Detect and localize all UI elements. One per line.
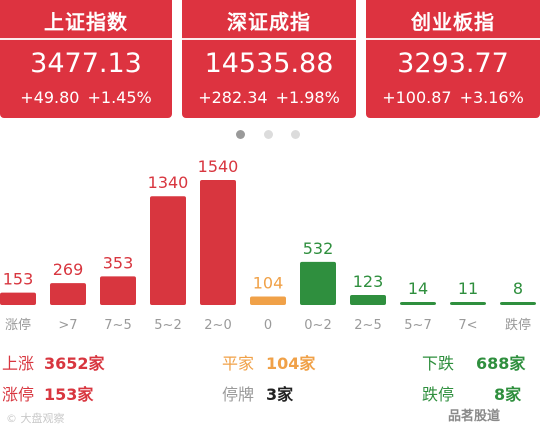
bar-value-label: 104 — [253, 274, 284, 293]
index-change-row: +100.87 +3.16% — [366, 88, 540, 107]
bar-6 — [300, 261, 336, 305]
bar-value-label: 8 — [513, 279, 523, 298]
index-name: 上证指数 — [44, 10, 128, 34]
stat-label: 涨停 — [2, 385, 35, 404]
rise-fall-distribution-chart: 153 涨停 269 >7 353 7~5 1340 5~2 1540 2~0 104 0 532 0~2… — [0, 157, 536, 333]
page-indicator[interactable] — [236, 130, 306, 140]
category-label: 涨停 — [5, 317, 31, 333]
page-dot-1[interactable] — [236, 130, 245, 139]
stat-value: 688家 — [476, 354, 526, 373]
card-divider — [366, 38, 540, 40]
category-label: 2~5 — [354, 318, 381, 333]
watermark-left: © 大盘观察 — [6, 412, 65, 425]
category-label: >7 — [58, 318, 77, 333]
bar-value-label: 1340 — [148, 173, 189, 192]
stat-up: 上涨 3652家 — [2, 350, 105, 374]
stat-value: 8家 — [494, 385, 522, 404]
bar-value-label: 11 — [458, 279, 478, 298]
bar-value-label: 269 — [53, 260, 84, 279]
category-label: 0 — [264, 318, 272, 333]
watermark-right: 品茗股道 — [448, 409, 501, 424]
bar-8 — [400, 302, 436, 305]
category-label: 跌停 — [505, 317, 531, 333]
page-dot-2[interactable] — [264, 130, 273, 139]
index-card-sz[interactable]: 深证成指 14535.88 +282.34 +1.98% — [182, 0, 356, 118]
bar-4 — [200, 180, 236, 305]
bar-7 — [350, 295, 386, 305]
category-label: 7~5 — [104, 318, 131, 333]
category-label: 7< — [458, 318, 477, 333]
bar-value-label: 14 — [408, 279, 428, 298]
bar-value-label: 123 — [353, 272, 384, 291]
category-label: 2~0 — [204, 318, 231, 333]
stat-value: 153家 — [44, 385, 94, 404]
bar-1 — [50, 283, 86, 305]
category-label: 0~2 — [304, 318, 331, 333]
stat-flat: 平家 104家 — [222, 350, 315, 374]
index-change-pct: +1.45% — [87, 88, 152, 107]
bar-10 — [500, 302, 536, 305]
bar-5 — [250, 296, 286, 305]
stat-value: 3家 — [266, 385, 294, 404]
stat-suspended: 停牌 3家 — [222, 381, 293, 405]
stat-label: 停牌 — [222, 385, 255, 404]
stat-label: 下跌 — [422, 354, 455, 373]
index-card-sh[interactable]: 上证指数 3477.13 +49.80 +1.45% — [0, 0, 172, 118]
bar-0 — [0, 292, 36, 305]
bar-2 — [100, 276, 136, 305]
page-dot-3[interactable] — [291, 130, 300, 139]
index-name: 深证成指 — [227, 10, 311, 34]
index-change: +49.80 — [20, 88, 80, 107]
index-change-row: +49.80 +1.45% — [0, 88, 172, 107]
stat-limit-down: 跌停 8家 — [422, 381, 521, 405]
index-name: 创业板指 — [411, 10, 495, 34]
index-change-row: +282.34 +1.98% — [182, 88, 356, 107]
stat-label: 平家 — [222, 354, 255, 373]
index-value: 3293.77 — [397, 48, 509, 79]
category-label: 5~7 — [404, 318, 431, 333]
index-change: +282.34 — [198, 88, 268, 107]
stat-value: 3652家 — [44, 354, 105, 373]
bar-value-label: 1540 — [198, 157, 239, 176]
index-value: 3477.13 — [30, 48, 142, 79]
bar-value-label: 532 — [303, 239, 334, 258]
index-change-pct: +1.98% — [275, 88, 340, 107]
index-change-pct: +3.16% — [459, 88, 524, 107]
bar-9 — [450, 302, 486, 305]
category-label: 5~2 — [154, 318, 181, 333]
card-divider — [0, 38, 172, 40]
stat-down: 下跌 688家 — [422, 350, 525, 374]
stat-label: 跌停 — [422, 385, 455, 404]
bar-value-label: 353 — [103, 253, 134, 272]
card-divider — [182, 38, 356, 40]
index-value: 14535.88 — [204, 48, 334, 79]
index-card-cyb[interactable]: 创业板指 3293.77 +100.87 +3.16% — [366, 0, 540, 118]
bar-value-label: 153 — [3, 270, 34, 289]
stat-limit-up: 涨停 153家 — [2, 381, 93, 405]
bar-3 — [150, 196, 186, 305]
stat-value: 104家 — [266, 354, 316, 373]
stat-label: 上涨 — [2, 354, 35, 373]
index-change: +100.87 — [382, 88, 452, 107]
